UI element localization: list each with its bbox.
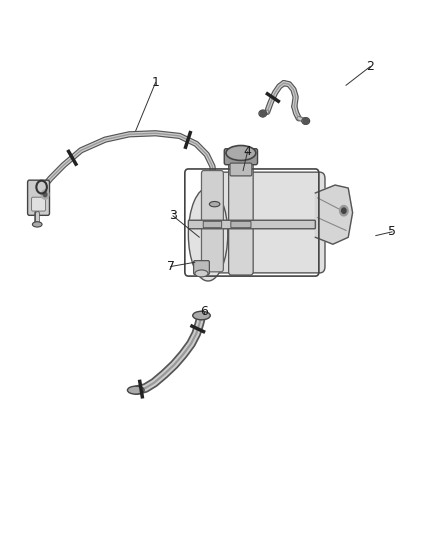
Circle shape <box>339 205 348 216</box>
Circle shape <box>303 118 308 124</box>
Ellipse shape <box>193 311 210 320</box>
Text: 3: 3 <box>169 209 177 222</box>
FancyBboxPatch shape <box>230 163 252 176</box>
Text: 4: 4 <box>244 146 251 158</box>
FancyBboxPatch shape <box>203 221 222 228</box>
Circle shape <box>260 110 265 117</box>
Ellipse shape <box>259 110 267 117</box>
Text: 1: 1 <box>152 76 159 89</box>
Circle shape <box>210 189 219 199</box>
FancyBboxPatch shape <box>32 197 46 211</box>
Ellipse shape <box>188 188 228 281</box>
Ellipse shape <box>226 146 256 160</box>
FancyBboxPatch shape <box>231 221 251 228</box>
Ellipse shape <box>127 386 144 394</box>
Ellipse shape <box>302 118 310 124</box>
Ellipse shape <box>195 270 208 277</box>
Circle shape <box>43 192 47 197</box>
Text: 6: 6 <box>200 305 208 318</box>
Circle shape <box>342 208 346 213</box>
Circle shape <box>213 192 216 196</box>
FancyBboxPatch shape <box>229 157 253 275</box>
Text: 7: 7 <box>167 260 175 273</box>
FancyBboxPatch shape <box>188 220 315 229</box>
Ellipse shape <box>209 201 220 207</box>
Circle shape <box>41 190 49 199</box>
Ellipse shape <box>32 222 42 227</box>
FancyBboxPatch shape <box>224 149 258 165</box>
Text: 5: 5 <box>388 225 396 238</box>
FancyBboxPatch shape <box>205 172 325 273</box>
Polygon shape <box>315 185 353 244</box>
Text: 2: 2 <box>366 60 374 73</box>
FancyBboxPatch shape <box>28 180 49 215</box>
FancyBboxPatch shape <box>194 261 209 274</box>
FancyBboxPatch shape <box>201 171 223 272</box>
